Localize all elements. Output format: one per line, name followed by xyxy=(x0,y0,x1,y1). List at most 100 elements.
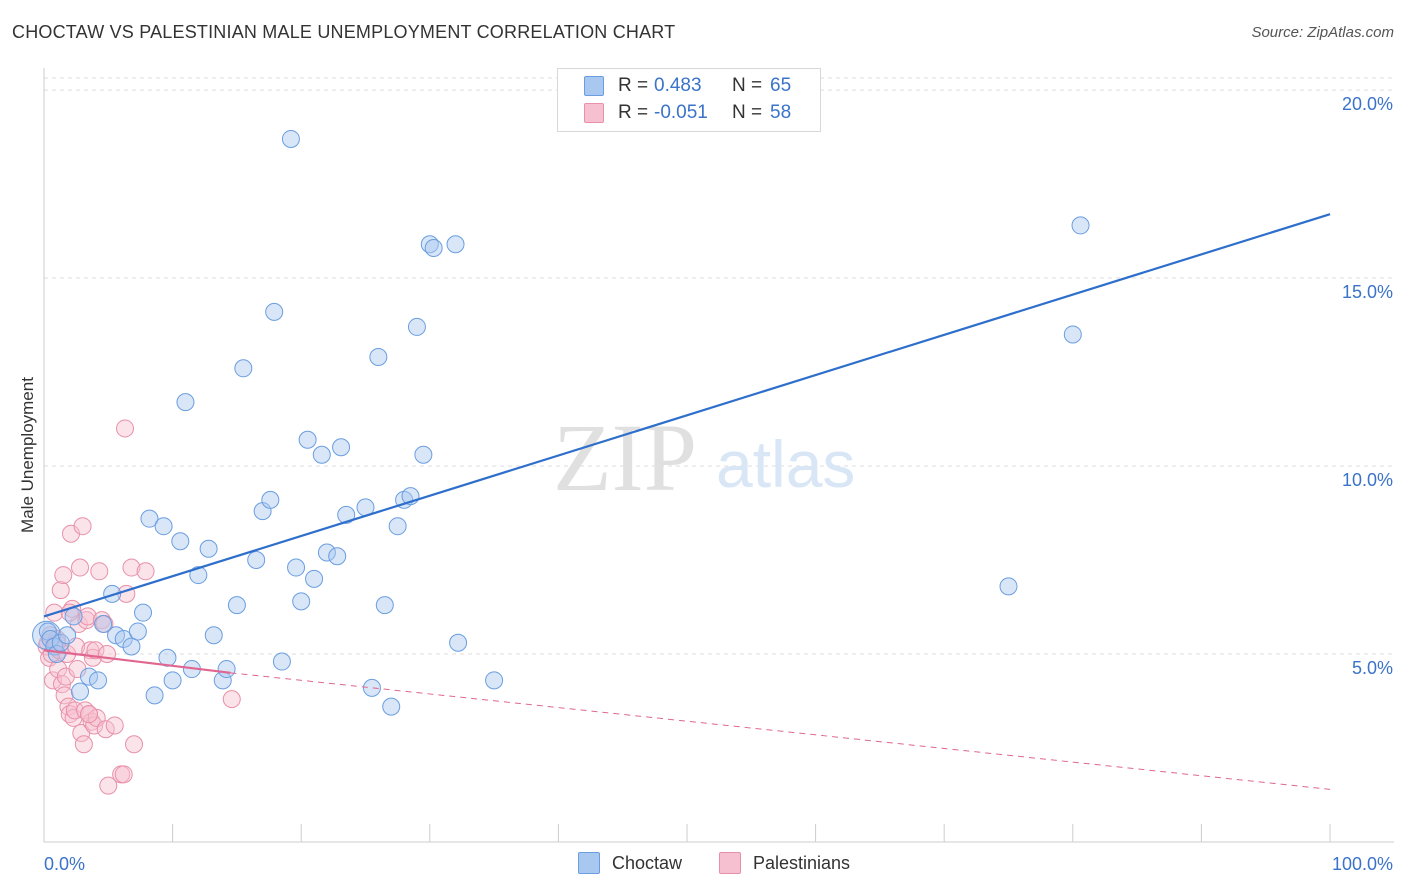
choctaw-point xyxy=(103,584,122,603)
choctaw-point xyxy=(176,393,195,412)
choctaw-point xyxy=(424,238,443,257)
watermark-zip: ZIP xyxy=(553,404,697,511)
n-value: 58 xyxy=(770,102,792,123)
palestinian-point xyxy=(105,716,124,735)
palestinian-point xyxy=(116,419,135,438)
choctaw-point xyxy=(382,697,401,716)
choctaw-point xyxy=(265,302,284,321)
choctaw-point xyxy=(154,517,173,536)
choctaw-point xyxy=(272,652,291,671)
palestinian-point xyxy=(96,720,115,739)
n-value: 65 xyxy=(770,75,792,96)
watermark: ZIP atlas xyxy=(553,404,855,511)
chart-title: CHOCTAW VS PALESTINIAN MALE UNEMPLOYMENT… xyxy=(12,22,676,42)
palestinian-point xyxy=(114,765,133,784)
choctaw-point xyxy=(128,622,147,641)
choctaw-point xyxy=(114,629,133,648)
watermark-atlas: atlas xyxy=(716,427,855,501)
choctaw-point xyxy=(89,671,108,690)
y-tick-label: 10.0% xyxy=(1342,470,1393,490)
choctaw-point xyxy=(134,603,153,622)
choctaw-point xyxy=(80,667,99,686)
r-value: 0.483 xyxy=(654,75,702,96)
choctaw-point xyxy=(287,558,306,577)
choctaw-point xyxy=(375,596,394,615)
choctaw-point xyxy=(145,686,164,705)
x-tick-label: 0.0% xyxy=(44,854,85,874)
choctaw-swatch xyxy=(584,76,604,96)
palestinian-point xyxy=(122,558,141,577)
choctaw-point xyxy=(47,645,66,664)
trend-lines xyxy=(43,213,1331,790)
choctaw-point xyxy=(163,671,182,690)
choctaw-point xyxy=(94,614,113,633)
choctaw-point xyxy=(999,577,1018,596)
choctaw-point xyxy=(71,682,90,701)
choctaw-point xyxy=(234,359,253,378)
legend-label-choctaw: Choctaw xyxy=(612,852,683,873)
choctaw-point xyxy=(292,592,311,611)
palestinian-point xyxy=(90,562,109,581)
n-label: N = xyxy=(732,102,763,123)
palestinian-point xyxy=(65,701,84,720)
choctaw-point xyxy=(407,317,426,336)
palestinian-point xyxy=(49,660,68,679)
choctaw-point xyxy=(189,566,208,585)
palestinian-point xyxy=(80,705,99,724)
legend-row-choctaw: R = 0.483 N = 65 xyxy=(558,73,791,99)
choctaw-point xyxy=(485,671,504,690)
x-tick-label: 100.0% xyxy=(1332,854,1393,874)
choctaw-point xyxy=(204,626,223,645)
palestinian-point xyxy=(136,562,155,581)
legend-item-palestinians[interactable]: Palestinians xyxy=(719,852,850,874)
palestinians-swatch xyxy=(584,103,604,123)
legend-row-palestinians: R = -0.051 N = 58 xyxy=(558,100,791,126)
choctaw-point xyxy=(38,622,57,641)
choctaw-point xyxy=(362,678,381,697)
choctaw-point xyxy=(281,129,300,148)
choctaw-point xyxy=(122,637,141,656)
series-legend: Choctaw Palestinians xyxy=(0,852,1406,876)
palestinian-point xyxy=(98,645,117,664)
palestinian-point xyxy=(74,735,93,754)
choctaw-swatch xyxy=(578,852,600,874)
palestinian-trend-line xyxy=(43,649,231,674)
choctaw-point xyxy=(312,445,331,464)
choctaw-point xyxy=(171,532,190,551)
choctaw-trend-line xyxy=(43,213,1331,618)
palestinian-point xyxy=(78,607,97,626)
legend-item-choctaw[interactable]: Choctaw xyxy=(578,852,682,874)
choctaw-point xyxy=(337,505,356,524)
choctaw-point xyxy=(1063,325,1082,344)
choctaw-point xyxy=(332,438,351,457)
choctaw-point xyxy=(414,445,433,464)
legend-label-palestinians: Palestinians xyxy=(753,852,851,873)
choctaw-point xyxy=(227,596,246,615)
choctaw-point xyxy=(64,607,83,626)
choctaw-point xyxy=(58,626,77,645)
choctaw-point xyxy=(261,490,280,509)
palestinian-point xyxy=(71,558,90,577)
y-tick-label: 20.0% xyxy=(1342,94,1393,114)
choctaw-point xyxy=(199,539,218,558)
choctaw-point xyxy=(217,660,236,679)
palestinian-point xyxy=(73,517,92,536)
choctaw-point xyxy=(247,551,266,570)
y-tick-label: 15.0% xyxy=(1342,282,1393,302)
palestinian-point xyxy=(222,690,241,709)
y-tick-label: 5.0% xyxy=(1352,658,1393,678)
choctaw-point xyxy=(298,430,317,449)
choctaw-points xyxy=(32,129,1090,716)
palestinians-swatch xyxy=(719,852,741,874)
r-value: -0.051 xyxy=(654,102,708,123)
choctaw-point xyxy=(388,517,407,536)
palestinian-point xyxy=(55,686,74,705)
r-label: R = xyxy=(618,102,649,123)
n-label: N = xyxy=(732,75,763,96)
palestinian-trend-extension xyxy=(230,672,1331,790)
r-label: R = xyxy=(618,75,649,96)
palestinian-point xyxy=(85,716,104,735)
palestinian-point xyxy=(51,581,70,600)
choctaw-point xyxy=(328,547,347,566)
